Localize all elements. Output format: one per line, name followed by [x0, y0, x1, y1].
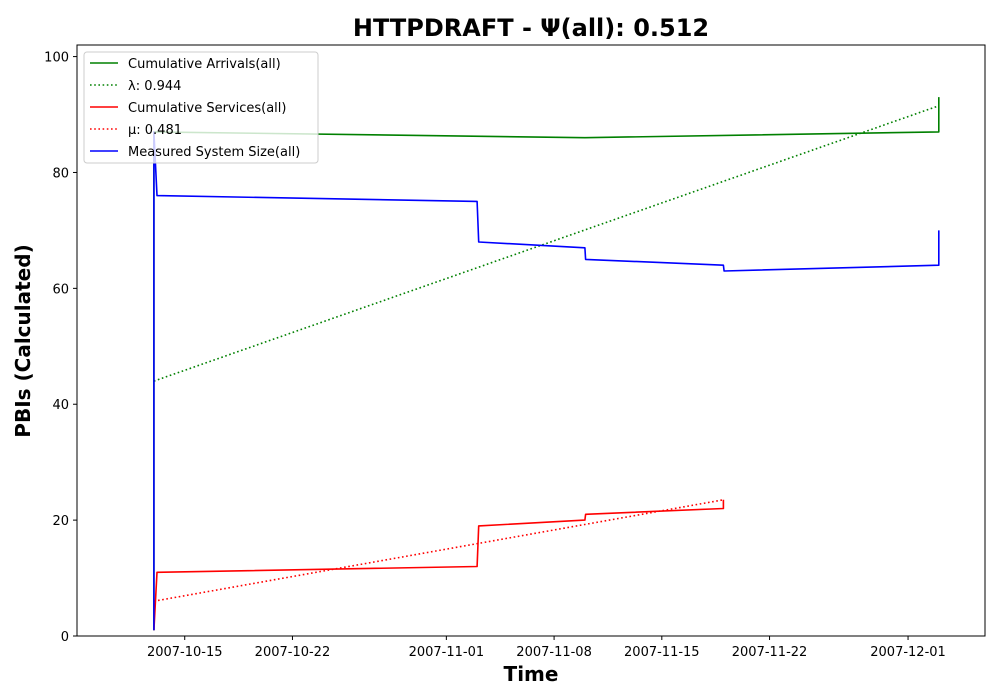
chart-title: HTTPDRAFT - Ψ(all): 0.512	[353, 14, 709, 42]
legend-label: Cumulative Services(all)	[128, 101, 286, 116]
plot-area	[153, 97, 940, 631]
series-line-3	[153, 499, 725, 631]
legend-label: μ: 0.481	[128, 123, 182, 138]
x-tick-label: 2007-11-22	[732, 645, 808, 660]
legend-label: λ: 0.944	[128, 79, 181, 94]
x-tick-label: 2007-11-08	[516, 645, 592, 660]
x-tick-label: 2007-10-15	[147, 645, 223, 660]
y-tick-label: 40	[52, 398, 69, 413]
y-tick-label: 0	[61, 630, 69, 645]
legend: Cumulative Arrivals(all) λ: 0.944 Cumulati…	[83, 51, 319, 164]
legend-box	[83, 51, 319, 164]
series-line-5	[153, 131, 940, 631]
y-tick-label: 100	[44, 51, 69, 66]
legend-label: Cumulative Arrivals(all)	[128, 57, 281, 72]
y-axis-title: PBIs (Calculated)	[11, 244, 35, 437]
plot-frame	[76, 44, 986, 637]
series-line-2	[153, 105, 940, 382]
x-axis-title: Time	[504, 662, 559, 686]
legend-label: Measured System Size(all)	[128, 145, 300, 160]
x-tick-label: 2007-11-01	[409, 645, 485, 660]
x-tick-label: 2007-12-01	[870, 645, 946, 660]
x-tick-label: 2007-11-15	[624, 645, 700, 660]
axis-ticks: 2007-10-15 2007-10-22 2007-11-01 2007-11-08…	[44, 51, 946, 660]
y-tick-label: 20	[52, 514, 69, 529]
x-tick-label: 2007-10-22	[255, 645, 331, 660]
y-tick-label: 60	[52, 282, 69, 297]
series-line-4	[153, 499, 724, 602]
series-line-1	[153, 97, 940, 631]
y-tick-label: 80	[52, 166, 69, 181]
